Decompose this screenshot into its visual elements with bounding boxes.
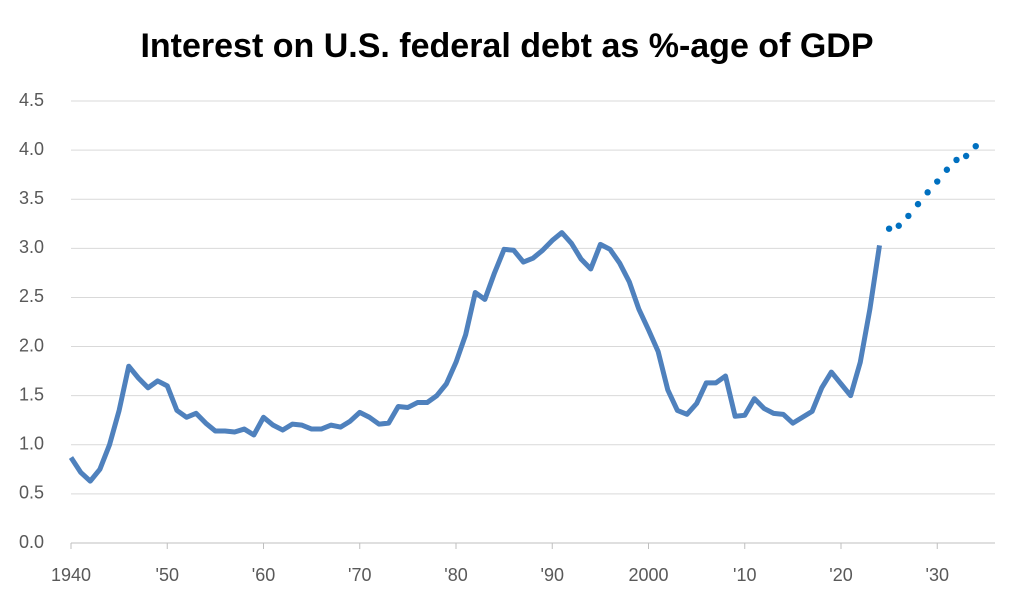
x-tick-label: '60 xyxy=(252,565,275,585)
data-point xyxy=(895,222,902,229)
x-tick-label: 1940 xyxy=(51,565,91,585)
y-tick-label: 3.0 xyxy=(19,237,44,257)
data-point xyxy=(924,189,931,196)
y-tick-label: 4.0 xyxy=(19,139,44,159)
y-tick-label: 2.5 xyxy=(19,286,44,306)
y-tick-label: 3.5 xyxy=(19,188,44,208)
x-tick-label: '50 xyxy=(156,565,179,585)
data-point xyxy=(934,178,941,185)
chart-title: Interest on U.S. federal debt as %-age o… xyxy=(140,27,873,65)
data-point xyxy=(962,152,970,160)
x-tick-label: '30 xyxy=(926,565,949,585)
x-tick-label: '70 xyxy=(348,565,371,585)
y-tick-label: 0.0 xyxy=(19,532,44,552)
y-tick-label: 2.0 xyxy=(19,335,44,355)
data-point xyxy=(953,156,960,164)
y-tick-label: 1.0 xyxy=(19,434,44,454)
data-line xyxy=(68,230,882,484)
data-point xyxy=(972,142,979,150)
y-tick-label: 0.5 xyxy=(19,483,44,503)
data-point xyxy=(943,166,951,173)
x-tick-label: '90 xyxy=(541,565,564,585)
x-tick-label: '80 xyxy=(444,565,467,585)
y-tick-label: 4.5 xyxy=(19,90,44,110)
x-tick-label: '10 xyxy=(733,565,756,585)
x-tick-label: '20 xyxy=(829,565,852,585)
data-point xyxy=(905,212,912,220)
data-point xyxy=(885,225,893,232)
data-point xyxy=(914,200,922,208)
x-tick-label: 2000 xyxy=(628,565,668,585)
y-tick-label: 1.5 xyxy=(19,384,44,404)
